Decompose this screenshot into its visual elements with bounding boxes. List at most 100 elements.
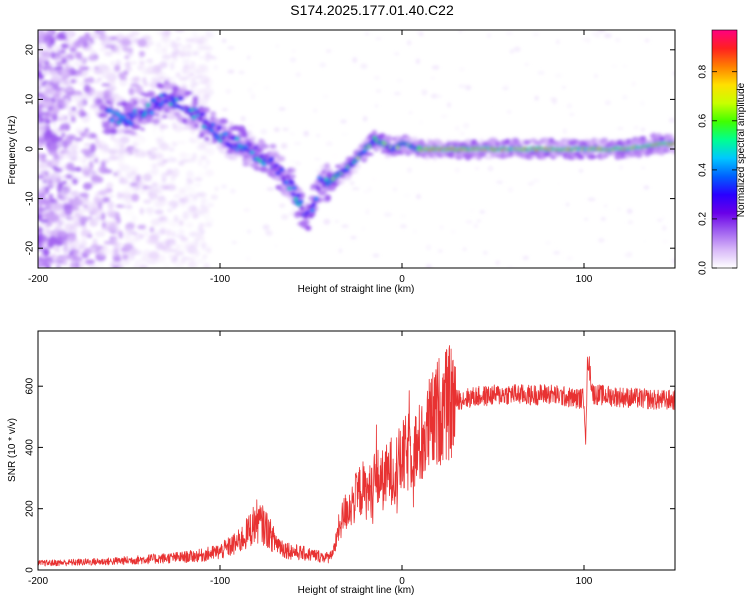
heat-cell-1571	[459, 131, 465, 136]
heat-cell-1436	[627, 220, 634, 224]
heat-cell-2932	[261, 162, 266, 166]
spectrogram-x-ticks: -200 -100 0 100	[28, 30, 593, 285]
heat-cell-279	[82, 182, 93, 191]
heat-cell-1493	[357, 255, 361, 261]
heat-cell-1859	[219, 118, 228, 125]
heat-cell-312	[107, 201, 115, 210]
heat-cell-921	[104, 50, 113, 57]
heat-cell-1157	[75, 111, 81, 115]
figure-title: S174.2025.177.01.40.C22	[290, 2, 454, 18]
heat-cell-1501	[468, 208, 476, 214]
heat-cell-373	[149, 184, 160, 193]
snr-frame-bg	[38, 331, 675, 570]
heat-cell-1627	[527, 182, 534, 186]
heat-cell-1052	[159, 76, 165, 81]
heat-cell-1024	[145, 163, 152, 167]
heat-cell-368	[118, 72, 126, 79]
heat-cell-1615	[250, 93, 256, 100]
heat-cell-1491	[399, 213, 407, 219]
heat-cell-1111	[101, 221, 107, 229]
heat-cell-1601	[266, 187, 275, 191]
heat-cell-1109	[87, 265, 99, 268]
heat-cell-1270	[97, 201, 103, 210]
heat-cell-1661	[109, 128, 118, 135]
heat-cell-1389	[43, 111, 51, 116]
heat-cell-420	[73, 59, 82, 68]
heat-cell-1009	[135, 174, 141, 183]
spectrogram-cells	[38, 30, 675, 268]
heat-cell-549	[179, 203, 187, 208]
heat-cell-1520	[262, 224, 270, 230]
heat-cell-424	[130, 83, 140, 87]
heat-cell-1259	[38, 260, 41, 268]
heat-cell-1079	[61, 246, 72, 254]
heat-cell-1398	[38, 110, 43, 116]
heat-cell-3090	[362, 149, 367, 153]
heat-cell-2924	[256, 148, 261, 152]
heat-cell-1498	[491, 104, 497, 109]
heat-cell-560	[108, 148, 118, 155]
heat-cell-977	[113, 172, 118, 176]
colorbar: 0.0 0.2 0.4 0.6 0.8 Normalized spectral ampl…	[698, 29, 747, 275]
heat-cell-238	[117, 263, 124, 268]
heat-cell-1042	[179, 51, 186, 58]
heat-cell-1402	[205, 84, 210, 89]
heat-cell-1363	[159, 124, 169, 129]
heat-cell-1454	[282, 127, 289, 131]
heat-cell-804	[75, 167, 82, 172]
heat-cell-2850	[209, 128, 214, 133]
heat-cell-958	[94, 191, 99, 201]
heat-cell-903	[138, 56, 143, 60]
heat-cell-1853	[216, 143, 225, 151]
heat-cell-1416	[604, 204, 608, 208]
heat-cell-1443	[465, 220, 473, 224]
heat-cell-1787	[177, 87, 186, 93]
heat-cell-1620	[496, 180, 504, 184]
heat-cell-505	[68, 144, 79, 151]
heat-cell-1607	[188, 194, 195, 198]
botXTicks-label-1: -100	[210, 576, 230, 587]
heat-cell-2990	[298, 199, 303, 204]
heat-cell-464	[55, 240, 64, 246]
heat-cell-1319	[140, 190, 147, 194]
heat-cell-886	[175, 244, 181, 252]
heat-cell-595	[197, 88, 209, 94]
heat-cell-907	[128, 166, 139, 175]
heat-cell-2914	[250, 150, 255, 155]
heat-cell-1152	[157, 198, 168, 206]
heat-cell-1279	[71, 205, 78, 212]
heat-cell-1472	[640, 166, 646, 169]
heat-cell-1173	[64, 78, 73, 84]
heat-cell-1497	[454, 125, 460, 131]
heat-cell-1377	[72, 215, 79, 224]
heat-cell-1350	[165, 248, 172, 252]
heat-cell-1096	[73, 265, 81, 268]
topXTicks-label-3: 100	[576, 274, 593, 285]
topXTicks-label-1: -100	[210, 274, 230, 285]
heat-cell-1561	[338, 248, 342, 253]
heat-cell-1388	[148, 251, 160, 260]
heat-cell-1569	[186, 177, 190, 181]
heat-cell-1916	[249, 135, 257, 141]
heat-cell-809	[159, 61, 168, 69]
heat-cell-888	[63, 240, 68, 246]
heat-cell-677	[120, 136, 130, 144]
heat-cell-2004	[299, 192, 305, 199]
heat-cell-1463	[251, 81, 259, 87]
heat-cell-1230	[73, 248, 82, 258]
heat-cell-1589	[522, 256, 529, 260]
heat-cell-1231	[205, 169, 214, 177]
heat-cell-1555	[197, 40, 204, 45]
colorbar-tick-label-0: 0.0	[698, 261, 709, 275]
heat-cell-1499	[275, 43, 280, 49]
heat-cell-1948	[269, 143, 277, 149]
heat-cell-1432	[462, 247, 467, 251]
heat-cell-1609	[289, 132, 296, 135]
heat-cell-1460	[349, 181, 355, 185]
heat-cell-2790	[171, 100, 176, 104]
heat-cell-1591	[643, 185, 650, 190]
heat-cell-1522	[206, 247, 212, 254]
heat-cell-668	[128, 253, 135, 261]
